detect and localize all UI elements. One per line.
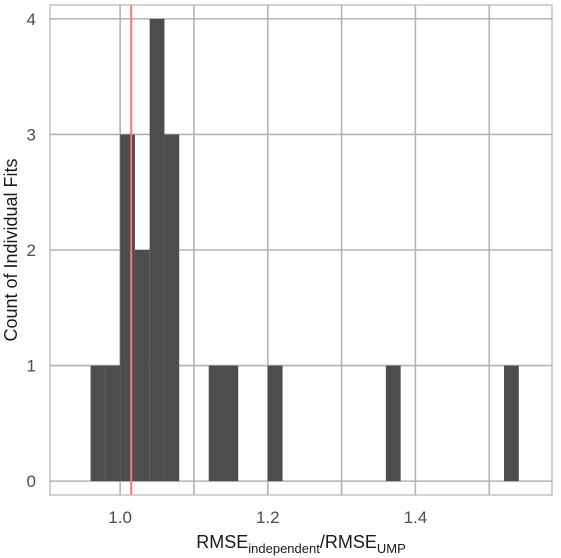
x-tick-label: 1.2 <box>256 508 280 527</box>
histogram-bar <box>164 134 180 482</box>
y-tick-label: 1 <box>27 357 36 376</box>
y-tick-label: 3 <box>27 125 36 144</box>
x-tick-labels: 1.0 1.2 1.4 <box>108 508 427 527</box>
histogram-bar <box>120 134 135 482</box>
histogram-bar <box>105 365 121 482</box>
histogram-bar <box>504 365 519 482</box>
x-axis-title: RMSEindependent/RMSEUMP <box>196 532 406 556</box>
y-tick-label: 4 <box>27 10 36 29</box>
panel-border <box>49 4 553 496</box>
histogram-bar <box>90 365 106 482</box>
y-tick-label: 2 <box>27 241 36 260</box>
histogram-bar <box>149 18 165 482</box>
x-axis-title-text: /RMSE <box>320 532 377 552</box>
x-tick-label: 1.4 <box>404 508 428 527</box>
x-axis-title-text: RMSE <box>196 532 248 552</box>
x-axis-title-subscript: UMP <box>377 541 406 556</box>
histogram-bar <box>385 365 401 482</box>
histogram-bar <box>208 365 224 482</box>
histogram-bar <box>267 365 283 482</box>
x-axis-title-subscript: independent <box>248 541 320 556</box>
y-tick-labels: 0 1 2 3 4 <box>27 10 36 491</box>
x-tick-label: 1.0 <box>108 508 132 527</box>
histogram-bar <box>223 365 239 482</box>
histogram-bar <box>134 250 150 482</box>
y-axis-title: Count of Individual Fits <box>1 158 21 341</box>
y-tick-label: 0 <box>27 472 36 491</box>
